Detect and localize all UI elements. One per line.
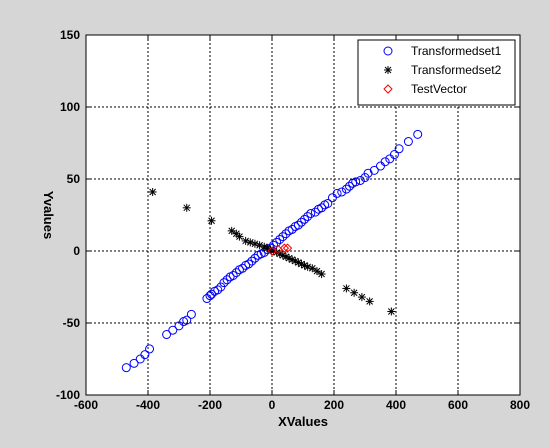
y-tick-labels: -100 -50 0 50 100 150 <box>56 28 80 402</box>
data-point <box>369 165 379 175</box>
legend-marker <box>384 66 392 74</box>
data-point <box>244 259 254 269</box>
data-point <box>182 315 192 325</box>
data-point <box>365 297 374 306</box>
x-tick-label: -200 <box>198 398 222 412</box>
data-point <box>413 129 423 139</box>
grid-lines <box>86 35 520 395</box>
plot-border <box>85 34 521 396</box>
legend: Transformedset1 Transformedset2 TestVector <box>357 39 516 106</box>
data-point <box>337 187 347 197</box>
data-point <box>279 243 290 253</box>
x-tick-labels: -600 -400 -200 0 200 400 600 800 <box>74 398 530 412</box>
data-point <box>162 330 172 340</box>
data-point <box>296 217 306 227</box>
legend-marker <box>383 46 393 56</box>
series-Transformedset1 <box>121 129 423 373</box>
data-point <box>227 226 236 235</box>
data-point <box>140 350 150 360</box>
data-point <box>287 224 297 234</box>
data-point <box>341 184 351 194</box>
data-point <box>317 270 326 279</box>
data-point <box>350 288 359 297</box>
x-tick-label: 600 <box>448 398 468 412</box>
data-point <box>186 309 196 319</box>
data-point <box>228 270 238 280</box>
data-point <box>345 181 354 191</box>
data-point <box>310 207 320 217</box>
data-point <box>282 243 293 253</box>
data-point <box>275 234 285 244</box>
data-point <box>312 267 321 276</box>
x-tick-label: 800 <box>510 398 530 412</box>
data-point <box>231 268 241 278</box>
x-tick-label: 400 <box>386 398 406 412</box>
y-tick-label: -50 <box>63 316 81 330</box>
series-TestVector <box>267 243 293 256</box>
data-point <box>145 344 155 354</box>
data-point <box>238 263 248 273</box>
data-point <box>363 168 373 178</box>
legend-marker <box>383 84 393 94</box>
data-point <box>182 203 191 212</box>
data-point <box>351 177 361 187</box>
data-point <box>380 157 390 167</box>
x-tick-label: -400 <box>136 398 160 412</box>
data-point <box>129 358 139 368</box>
data-point <box>148 187 157 196</box>
y-tick-label: 100 <box>60 100 80 114</box>
data-point <box>235 232 244 241</box>
x-tick-label: 0 <box>269 398 276 412</box>
data-point <box>342 284 351 293</box>
series-Transformedset2 <box>148 187 396 316</box>
data-point <box>278 232 288 242</box>
data-point <box>394 144 404 154</box>
x-tick-label: 200 <box>324 398 344 412</box>
data-point <box>317 203 327 213</box>
data-point <box>272 237 282 247</box>
data-marks <box>121 129 423 373</box>
data-point <box>213 285 223 295</box>
y-axis-label: Yvalues <box>41 191 56 239</box>
axis-ticks <box>85 34 521 396</box>
data-point <box>281 229 291 239</box>
x-tick-label: -600 <box>74 398 98 412</box>
data-point <box>222 275 232 285</box>
y-tick-label: 50 <box>67 172 81 186</box>
legend-label: Transformedset1 <box>411 44 502 58</box>
data-point <box>387 307 396 316</box>
y-tick-label: 0 <box>73 244 80 258</box>
data-point <box>219 278 229 288</box>
data-point <box>300 214 310 224</box>
data-point <box>168 325 178 335</box>
data-point <box>332 188 342 198</box>
data-point <box>121 363 131 373</box>
data-point <box>247 256 257 266</box>
legend-label: TestVector <box>411 82 467 96</box>
data-point <box>323 198 333 208</box>
data-point <box>207 216 216 225</box>
data-point <box>303 211 313 221</box>
legend-label: Transformedset2 <box>411 63 502 77</box>
data-point <box>293 220 303 230</box>
data-point <box>403 137 413 147</box>
data-point <box>389 150 399 160</box>
data-point <box>308 264 317 273</box>
data-point <box>357 293 366 302</box>
data-point <box>207 289 217 299</box>
y-tick-label: 150 <box>60 28 80 42</box>
y-tick-label: -100 <box>56 388 80 402</box>
data-point <box>250 253 260 263</box>
data-point <box>306 209 316 219</box>
data-point <box>355 175 365 185</box>
x-axis-label: XValues <box>278 414 328 429</box>
data-point <box>246 238 255 247</box>
